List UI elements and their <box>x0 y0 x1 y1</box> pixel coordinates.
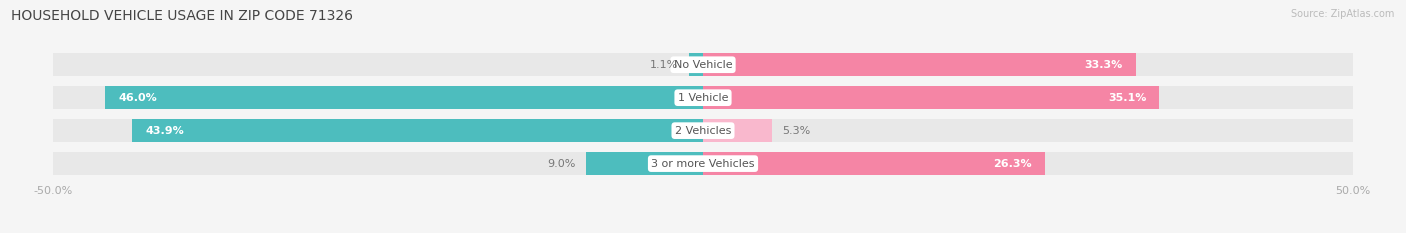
Text: Source: ZipAtlas.com: Source: ZipAtlas.com <box>1291 9 1395 19</box>
Text: 2 Vehicles: 2 Vehicles <box>675 126 731 136</box>
Text: 33.3%: 33.3% <box>1084 60 1123 70</box>
Bar <box>105 86 703 109</box>
Bar <box>703 119 772 142</box>
Text: 43.9%: 43.9% <box>145 126 184 136</box>
Bar <box>586 152 703 175</box>
Text: 26.3%: 26.3% <box>993 159 1032 169</box>
Text: 35.1%: 35.1% <box>1108 93 1146 103</box>
Bar <box>53 152 1353 175</box>
Bar <box>53 86 1353 109</box>
Text: 1 Vehicle: 1 Vehicle <box>678 93 728 103</box>
Text: No Vehicle: No Vehicle <box>673 60 733 70</box>
Text: 1.1%: 1.1% <box>650 60 678 70</box>
Bar <box>703 86 1160 109</box>
Bar <box>703 53 1136 76</box>
Text: 46.0%: 46.0% <box>118 93 157 103</box>
Bar <box>703 152 1045 175</box>
Text: HOUSEHOLD VEHICLE USAGE IN ZIP CODE 71326: HOUSEHOLD VEHICLE USAGE IN ZIP CODE 7132… <box>11 9 353 23</box>
Bar <box>53 53 1353 76</box>
Bar <box>53 119 1353 142</box>
Bar <box>689 53 703 76</box>
Text: 3 or more Vehicles: 3 or more Vehicles <box>651 159 755 169</box>
Text: 5.3%: 5.3% <box>782 126 810 136</box>
Bar <box>132 119 703 142</box>
Text: 9.0%: 9.0% <box>547 159 575 169</box>
